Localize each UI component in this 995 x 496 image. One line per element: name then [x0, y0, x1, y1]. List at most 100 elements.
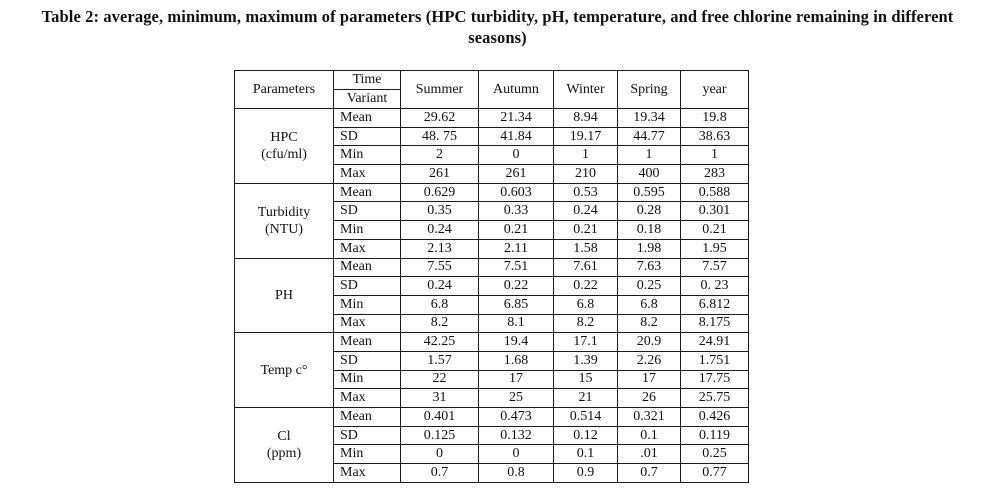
stat-label: Max	[333, 238, 401, 259]
header-year: year	[680, 70, 749, 109]
table-row: Max 31 25 21 26 25.75	[235, 388, 749, 408]
value-cell: 38.63	[680, 126, 749, 147]
table-row: HPC (cfu/ml) Mean 29.62 21.34 8.94 19.34 19.8	[234, 108, 749, 184]
table-row: SD 1.57 1.68 1.39 2.26 1.751	[235, 350, 749, 371]
value-cell: 1.98	[617, 238, 681, 259]
value-cell: 0.125	[400, 425, 479, 446]
value-cell: 2.13	[400, 238, 479, 259]
value-cell: 7.51	[478, 257, 554, 278]
value-cell: 26	[617, 388, 681, 408]
value-cell: 7.57	[680, 257, 749, 278]
value-cell: 0.7	[617, 463, 681, 483]
value-cell: 0.132	[478, 425, 554, 446]
value-cell: 7.63	[617, 257, 681, 278]
value-cell: 0.514	[553, 407, 618, 427]
table-row: Cl (ppm) Mean 0.401 0.473 0.514 0.321 0.426	[234, 407, 749, 483]
value-cell: 6.85	[478, 294, 554, 315]
table-row: Turbidity (NTU) Mean 0.629 0.603 0.53 0.595 0.5…	[234, 182, 749, 259]
value-cell: 0.629	[400, 182, 479, 203]
value-cell: 0.33	[478, 201, 554, 222]
value-cell: 0.24	[400, 220, 479, 240]
value-cell: 0.18	[617, 220, 681, 240]
value-cell: 42.25	[400, 332, 479, 352]
table-caption-line1: Table 2: average, minimum, maximum of pa…	[41, 7, 954, 26]
stat-label: Max	[333, 388, 401, 408]
stat-label: SD	[333, 276, 401, 296]
value-cell: 0	[400, 444, 479, 465]
value-cell: 0.9	[553, 463, 618, 483]
parameter-name: Turbidity (NTU)	[234, 182, 334, 259]
stat-label: Mean	[333, 257, 401, 278]
parameters-table: Parameters Time Summer Autumn Winter Spr…	[234, 70, 749, 483]
value-cell: 48. 75	[400, 126, 479, 147]
table-row: SD 0.35 0.33 0.24 0.28 0.301	[235, 201, 749, 222]
value-cell: 31	[400, 388, 479, 408]
table-row: Max 0.7 0.8 0.9 0.7 0.77	[235, 463, 749, 483]
parameter-name: Cl (ppm)	[234, 407, 334, 483]
value-cell: 0.28	[617, 201, 681, 222]
header-row-1: Parameters Time Summer Autumn Winter Spr…	[234, 70, 749, 109]
value-cell: 19.34	[617, 108, 681, 128]
value-cell: 0.21	[553, 220, 618, 240]
value-cell: 0	[478, 145, 554, 166]
value-cell: 210	[553, 164, 618, 184]
stat-label: Max	[333, 164, 401, 184]
value-cell: 0.12	[553, 425, 618, 446]
header-summer: Summer	[400, 70, 479, 109]
stat-label: SD	[333, 350, 401, 371]
value-cell: 0.24	[553, 201, 618, 222]
header-time: Time	[333, 70, 401, 90]
value-cell: 0.119	[680, 425, 749, 446]
parameter-name: Temp c°	[234, 332, 334, 408]
stat-label: SD	[333, 126, 401, 147]
value-cell: 8.94	[553, 108, 618, 128]
value-cell: 0.473	[478, 407, 554, 427]
value-cell: 25.75	[680, 388, 749, 408]
stat-label: Min	[333, 220, 401, 240]
value-cell: 0.8	[478, 463, 554, 483]
table-header: Parameters Time Summer Autumn Winter Spr…	[234, 70, 749, 109]
value-cell: 19.17	[553, 126, 618, 147]
value-cell: 6.8	[553, 294, 618, 315]
value-cell: 1.57	[400, 350, 479, 371]
value-cell: 25	[478, 388, 554, 408]
value-cell: 15	[553, 369, 618, 390]
value-cell: 21.34	[478, 108, 554, 128]
stat-label: SD	[333, 201, 401, 222]
table-row: SD 0.24 0.22 0.22 0.25 0. 23	[235, 276, 749, 296]
value-cell: 0.301	[680, 201, 749, 222]
value-cell: 7.55	[400, 257, 479, 278]
value-cell: 1.58	[553, 238, 618, 259]
value-cell: 0.22	[478, 276, 554, 296]
table-caption-line2: seasons)	[468, 28, 527, 47]
value-cell: 0.595	[617, 182, 681, 203]
table-row: Min 22 17 15 17 17.75	[235, 369, 749, 390]
table-row: Temp c° Mean 42.25 19.4 17.1 20.9 24.91	[234, 332, 749, 408]
stat-label: Max	[333, 313, 401, 334]
table-row: SD 48. 75 41.84 19.17 44.77 38.63	[235, 126, 749, 147]
stat-label: Min	[333, 145, 401, 166]
value-cell: 2.11	[478, 238, 554, 259]
stat-label: Mean	[333, 332, 401, 352]
value-cell: 7.61	[553, 257, 618, 278]
value-cell: 20.9	[617, 332, 681, 352]
parameter-name: HPC (cfu/ml)	[234, 108, 334, 184]
table-body: HPC (cfu/ml) Mean 29.62 21.34 8.94 19.34 19.8 SD…	[234, 108, 749, 483]
value-cell: 261	[478, 164, 554, 184]
value-cell: 1	[680, 145, 749, 166]
table-caption: Table 2: average, minimum, maximum of pa…	[0, 6, 995, 48]
value-cell: 1.95	[680, 238, 749, 259]
header-variant: Variant	[333, 89, 401, 109]
parameter-name: PH	[234, 257, 334, 334]
value-cell: 19.8	[680, 108, 749, 128]
value-cell: 0.588	[680, 182, 749, 203]
value-cell: 6.8	[617, 294, 681, 315]
stat-label: Mean	[333, 108, 401, 128]
value-cell: 1.751	[680, 350, 749, 371]
value-cell: 0.24	[400, 276, 479, 296]
value-cell: 17.75	[680, 369, 749, 390]
value-cell: 2	[400, 145, 479, 166]
value-cell: 24.91	[680, 332, 749, 352]
stat-label: Max	[333, 463, 401, 483]
